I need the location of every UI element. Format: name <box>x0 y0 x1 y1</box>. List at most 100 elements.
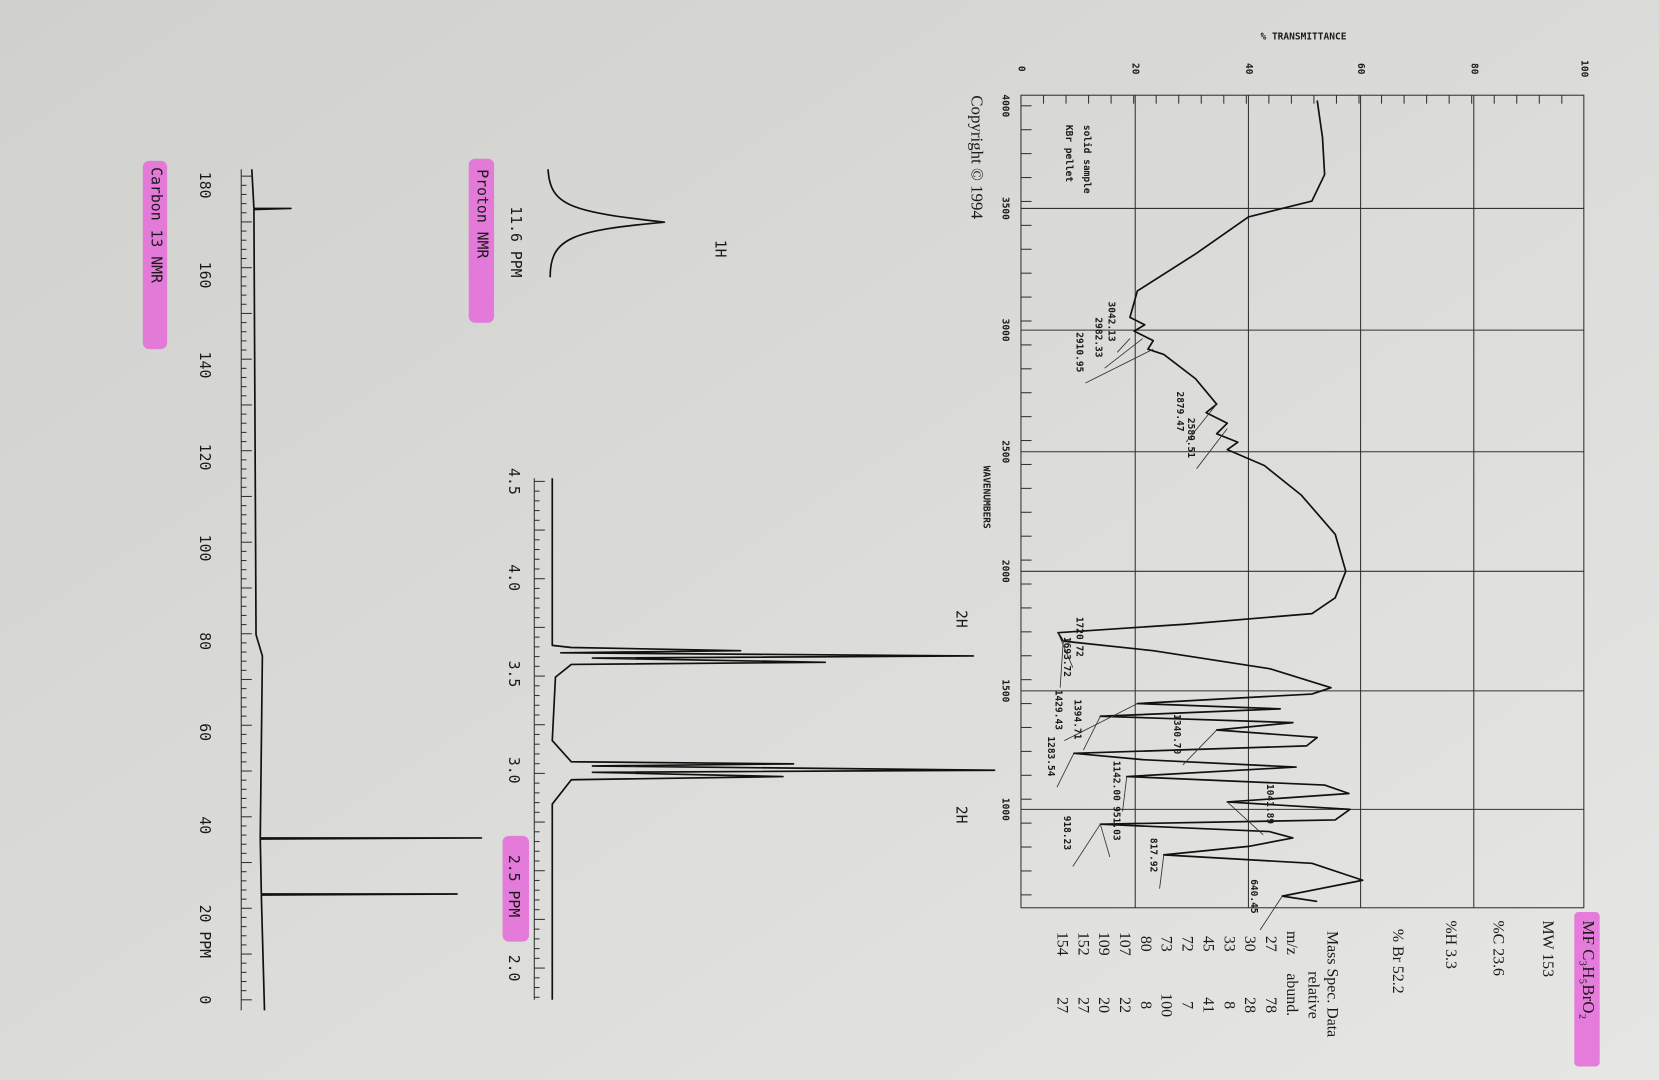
x-tick-label: 4000 <box>1000 94 1011 117</box>
shift-label: 11.6 PPM <box>507 206 524 277</box>
ir-spectrum <box>1057 100 1364 903</box>
peak-pointer <box>1122 776 1128 812</box>
tick-label: 4.0 <box>505 564 522 591</box>
peak-pointer <box>1059 641 1064 688</box>
mz-value: 45 <box>1199 936 1216 952</box>
tick-label: 120 <box>196 444 213 471</box>
y-tick-label: 40 <box>1243 63 1254 75</box>
abundance-value: 27 <box>1054 997 1071 1013</box>
peak-pointer <box>1104 338 1143 369</box>
highlight <box>1574 911 1600 1067</box>
y-tick-label: 60 <box>1355 63 1366 75</box>
mz-value: 30 <box>1241 936 1258 952</box>
carbon-percent: %C 23.6 <box>1489 920 1506 976</box>
mz-value: 80 <box>1137 936 1154 952</box>
mz-value: 27 <box>1262 936 1279 952</box>
peak-label: 2910.95 <box>1074 332 1085 372</box>
mz-value: 73 <box>1158 936 1175 952</box>
peak-label: 1394.71 <box>1072 699 1083 739</box>
nucleus-label: 1H <box>711 240 728 258</box>
hydrogen-percent: %H 3.3 <box>1442 920 1459 969</box>
tick-label: 0 <box>196 995 213 1004</box>
y-tick-label: 20 <box>1130 63 1141 75</box>
peak-pointer <box>1116 338 1131 353</box>
peak-label: 2982.33 <box>1093 317 1104 357</box>
abundance-value: 22 <box>1116 997 1133 1013</box>
peak-label: 1720.72 <box>1074 617 1085 657</box>
peak-label: 640.45 <box>1248 879 1259 914</box>
proton-inset <box>547 169 666 278</box>
ir-frame <box>1020 94 1585 909</box>
formula: MF C₃H₅BrO₂ <box>1579 920 1598 1019</box>
mz-value: 154 <box>1054 932 1071 956</box>
mass-spec-title: Mass Spec. Data <box>1323 931 1340 1037</box>
tick-label: 2.0 <box>505 955 522 982</box>
tick-label: 160 <box>196 262 213 289</box>
peak-label: 1041.89 <box>1264 784 1275 824</box>
peak-pointer <box>1085 348 1154 384</box>
tick-label: 40 <box>196 816 213 834</box>
molecular-weight: MW 153 <box>1539 920 1556 977</box>
abundance-value: 78 <box>1262 997 1279 1013</box>
column-header: abund. <box>1283 973 1300 1016</box>
bromine-percent: % Br 52.2 <box>1389 929 1406 994</box>
mz-value: 107 <box>1116 932 1133 956</box>
sample-note: solid sample <box>1081 125 1092 194</box>
sample-note: KBr pellet <box>1063 125 1074 182</box>
column-header: m/z <box>1283 931 1300 955</box>
abundance-value: 27 <box>1074 997 1091 1013</box>
copyright: Copyright © 1994 <box>968 95 987 219</box>
x-tick-label: 1500 <box>1000 679 1011 702</box>
mz-value: 152 <box>1074 932 1091 956</box>
peak-label: 1693.72 <box>1061 637 1072 677</box>
peak-label: 817.92 <box>1148 838 1159 872</box>
integral-label: 2H <box>953 610 970 628</box>
ir-grid <box>1020 94 1585 909</box>
abundance-value: 7 <box>1179 1001 1196 1009</box>
peak-pointer <box>1259 895 1283 931</box>
peak-pointer <box>1159 854 1165 889</box>
tick-label: 80 <box>196 632 213 650</box>
peak-label: 1142.00 <box>1111 761 1122 801</box>
mz-value: 33 <box>1220 936 1237 952</box>
highlight <box>142 160 168 350</box>
y-axis-label: % TRANSMITTANCE <box>1260 32 1346 43</box>
x-tick-label: 3000 <box>1000 319 1011 342</box>
peak-label: 3042.13 <box>1105 302 1116 342</box>
y-tick-label: 100 <box>1578 60 1589 77</box>
tick-label: 3.0 <box>505 757 522 784</box>
peak-pointer <box>1056 753 1075 788</box>
peak-pointer <box>1072 823 1101 867</box>
peak-label: 951.03 <box>1111 806 1122 841</box>
tick-label: 60 <box>196 723 213 741</box>
x-tick-label: 2000 <box>1000 560 1011 583</box>
mass-spec-subtitle: relative <box>1304 971 1321 1019</box>
mz-value: 72 <box>1179 936 1196 952</box>
abundance-value: 100 <box>1158 993 1175 1017</box>
tick-label: 100 <box>196 535 213 562</box>
peak-pointer <box>1099 824 1111 858</box>
x-tick-label: 3500 <box>1000 197 1011 220</box>
abundance-value: 28 <box>1241 997 1258 1013</box>
peak-pointer <box>1196 428 1228 469</box>
highlight <box>468 158 495 323</box>
tick-label: 2.5 PPM <box>505 855 522 917</box>
peak-label: 918.23 <box>1061 816 1072 851</box>
spectrum-title: Carbon 13 NMR <box>148 167 165 283</box>
tick-label: 3.5 <box>505 661 522 688</box>
integral-label: 2H <box>953 806 970 824</box>
peak-label: 1429.43 <box>1053 690 1064 730</box>
peak-label: 2589.51 <box>1185 418 1196 458</box>
mz-value: 109 <box>1095 932 1112 956</box>
peak-pointer <box>1182 729 1218 766</box>
peak-pointer <box>1185 403 1218 443</box>
peak-pointer <box>1057 632 1074 668</box>
y-tick-label: 0 <box>1015 66 1026 72</box>
abundance-value: 20 <box>1095 997 1112 1013</box>
spectrum-title: Proton NMR <box>473 169 490 258</box>
abundance-value: 8 <box>1137 1001 1154 1009</box>
abundance-value: 41 <box>1199 997 1216 1013</box>
y-tick-label: 80 <box>1468 63 1479 75</box>
peak-pointer <box>1064 703 1138 741</box>
